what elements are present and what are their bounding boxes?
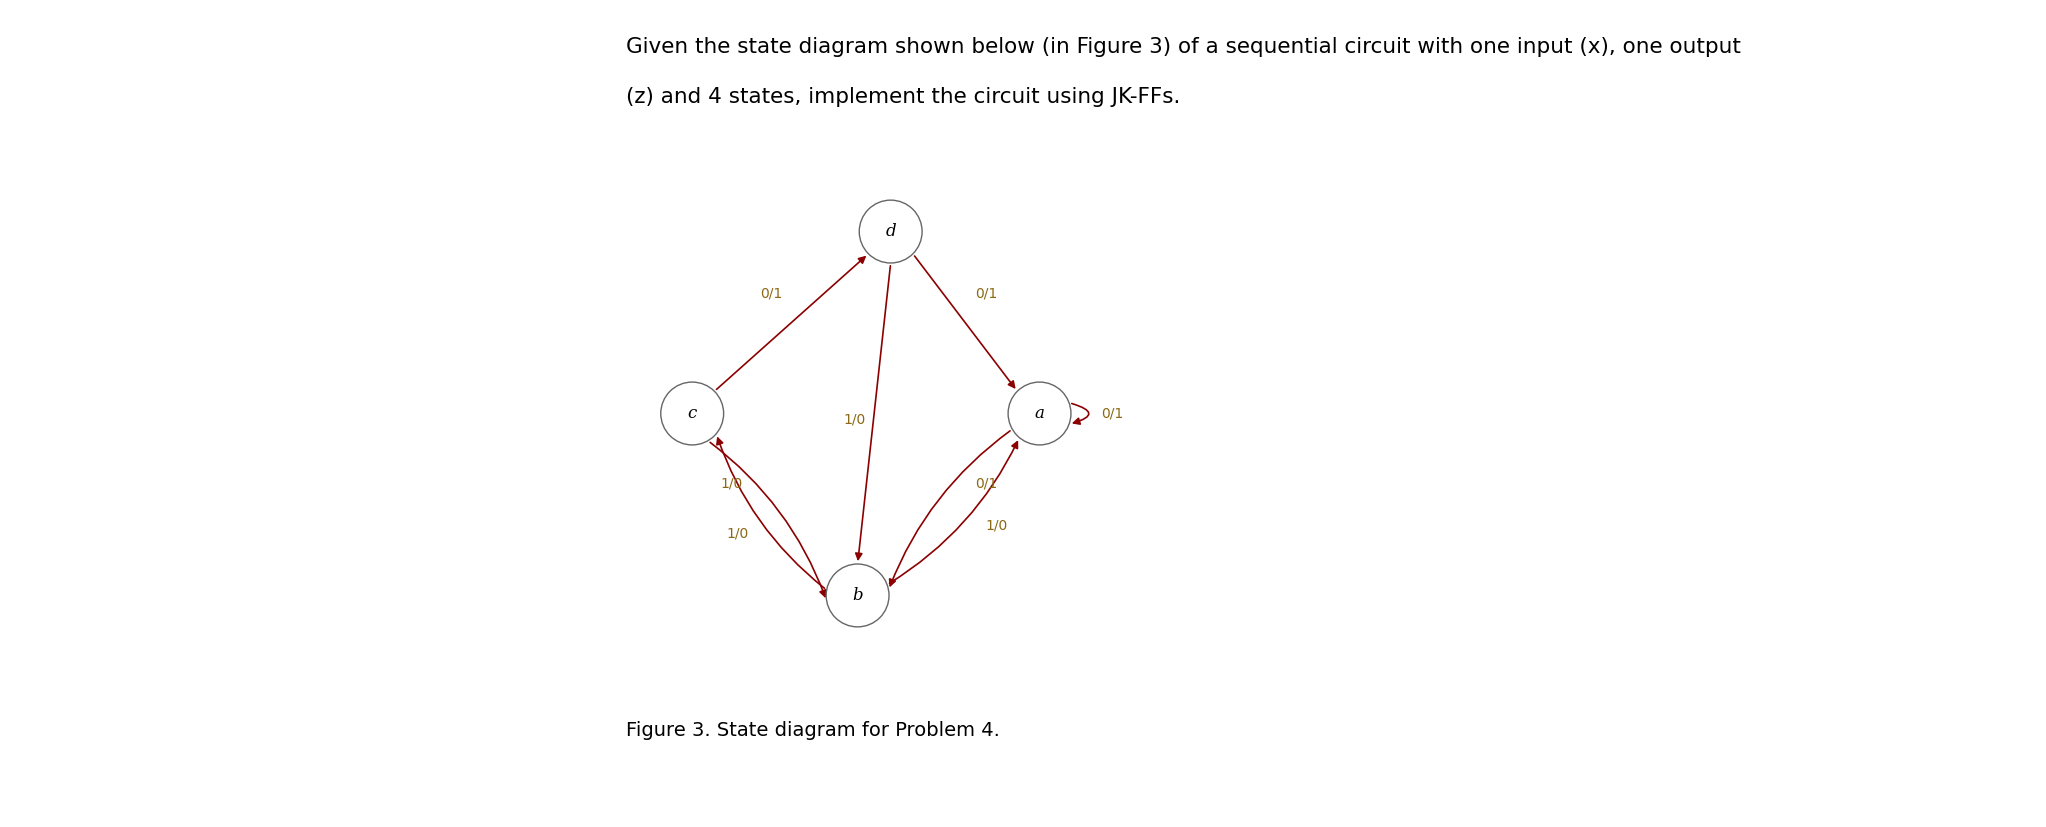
Circle shape (859, 200, 923, 263)
Text: 1/0: 1/0 (986, 519, 1009, 532)
FancyArrowPatch shape (915, 256, 1015, 388)
FancyArrowPatch shape (1072, 404, 1088, 424)
FancyArrowPatch shape (855, 265, 890, 559)
Text: b: b (853, 587, 863, 604)
Text: Given the state diagram shown below (in Figure 3) of a sequential circuit with o: Given the state diagram shown below (in … (626, 37, 1741, 57)
FancyArrowPatch shape (890, 442, 1017, 583)
FancyArrowPatch shape (716, 257, 865, 390)
FancyArrowPatch shape (710, 442, 827, 596)
Text: 0/1: 0/1 (974, 287, 996, 300)
Text: 1/0: 1/0 (726, 527, 749, 540)
Text: Figure 3. State diagram for Problem 4.: Figure 3. State diagram for Problem 4. (626, 721, 1000, 740)
Text: 1/0: 1/0 (843, 413, 865, 426)
Text: d: d (886, 223, 896, 240)
Text: c: c (687, 405, 698, 422)
Text: 0/1: 0/1 (974, 477, 996, 490)
Text: 1/0: 1/0 (720, 477, 743, 490)
Text: 0/1: 0/1 (1101, 407, 1123, 420)
FancyArrowPatch shape (716, 438, 825, 588)
Text: (z) and 4 states, implement the circuit using JK-FFs.: (z) and 4 states, implement the circuit … (626, 87, 1181, 107)
Text: a: a (1035, 405, 1043, 422)
Circle shape (661, 382, 724, 445)
Circle shape (1009, 382, 1070, 445)
Text: 0/1: 0/1 (759, 287, 782, 300)
Circle shape (827, 564, 890, 627)
FancyArrowPatch shape (890, 431, 1011, 586)
